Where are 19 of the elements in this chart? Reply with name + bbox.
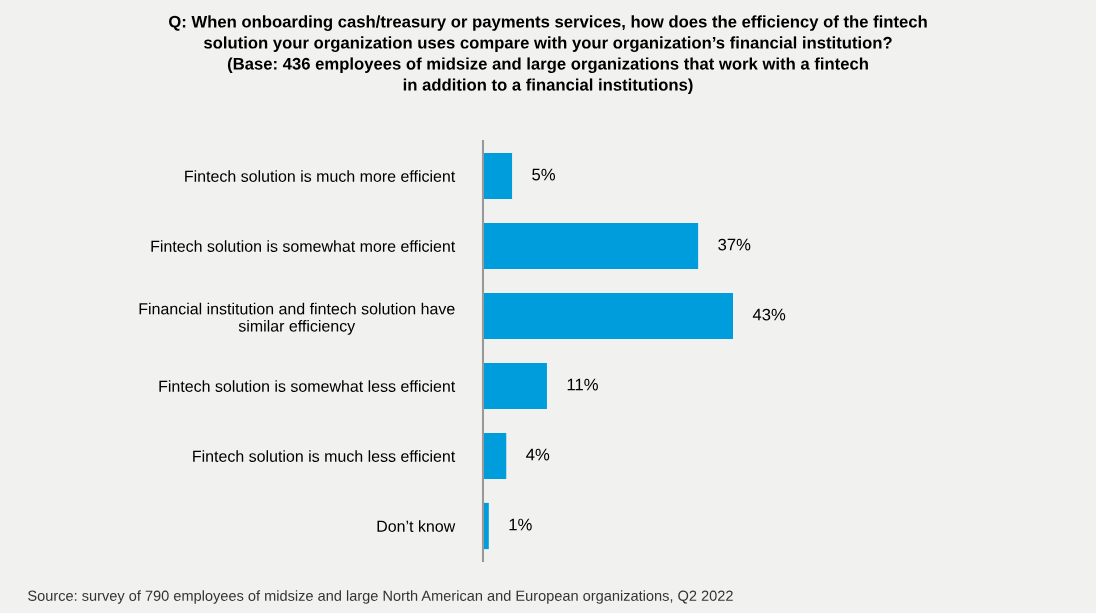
data-label: 5% <box>532 168 556 181</box>
y-tick-label: Financial institution and fintech solution have similar efficiency <box>139 302 455 335</box>
chart-title: Q: When onboarding cash/treasury or payments services, how does the efficiency of the fintech solution your organization uses compare with your organization’s financial institution? (Base: 436 employees of midsize and large organizations that work with a fintech in addition to a financial institutions) <box>169 15 927 94</box>
y-tick-label: Don’t know <box>377 520 456 532</box>
y-tick-label: Fintech solution is somewhat more efficient <box>151 240 456 252</box>
y-tick-label: Fintech solution is much less efficient <box>193 450 456 462</box>
data-label: 37% <box>718 238 751 251</box>
bar <box>483 222 699 270</box>
y-tick-label: Fintech solution is much more efficient <box>185 170 456 182</box>
bar <box>483 362 547 410</box>
data-label: 4% <box>526 448 550 461</box>
data-label: 1% <box>509 518 532 531</box>
data-label: 43% <box>752 308 786 321</box>
bar <box>483 292 733 340</box>
bar <box>483 432 507 480</box>
data-label: 11% <box>567 378 598 391</box>
bar <box>483 152 513 200</box>
source-note: Source: survey of 790 employees of midsize and large North American and European organizations, Q2 2022 <box>28 590 733 604</box>
y-tick-label: Fintech solution is somewhat less efficient <box>159 380 456 392</box>
